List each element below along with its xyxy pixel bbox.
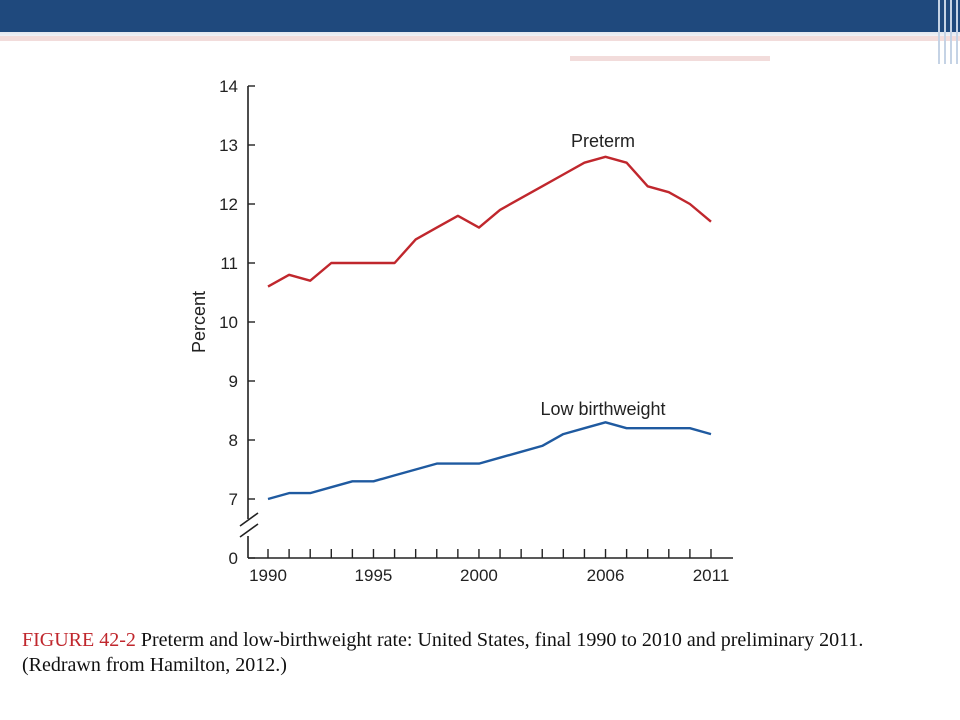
y-tick-label: 10	[219, 313, 238, 332]
x-tick-label: 2011	[693, 566, 730, 585]
y-tick-label: 13	[219, 136, 238, 155]
y-tick-label: 7	[229, 490, 238, 509]
figure-caption: FIGURE 42-2 Preterm and low-birthweight …	[22, 628, 947, 678]
accent-strip	[0, 36, 960, 41]
y-axis-label: Percent	[189, 291, 209, 353]
caption-text: Preterm and low-birthweight rate: United…	[22, 629, 864, 676]
series-label: Low birthweight	[540, 399, 665, 419]
y-tick-label: 0	[229, 549, 238, 568]
y-tick-label: 8	[229, 431, 238, 450]
x-tick-label: 1995	[355, 566, 393, 585]
axis-break-mark	[239, 523, 259, 538]
series-line-low-birthweight	[267, 421, 712, 501]
y-tick-label: 12	[219, 195, 238, 214]
x-tick-label: 2000	[460, 566, 498, 585]
y-tick-label: 14	[219, 77, 238, 96]
figure-label: FIGURE 42-2	[22, 629, 136, 651]
title-banner	[0, 0, 960, 32]
x-tick-label: 2006	[587, 566, 625, 585]
series-label: Preterm	[571, 131, 635, 151]
accent-strip-short	[570, 56, 770, 61]
y-tick-label: 9	[229, 372, 238, 391]
series-line-preterm	[267, 155, 712, 288]
x-tick-label: 1990	[249, 566, 287, 585]
y-tick-label: 11	[220, 254, 238, 273]
banner-decoration	[934, 0, 960, 64]
axis-break-mark	[239, 512, 259, 527]
